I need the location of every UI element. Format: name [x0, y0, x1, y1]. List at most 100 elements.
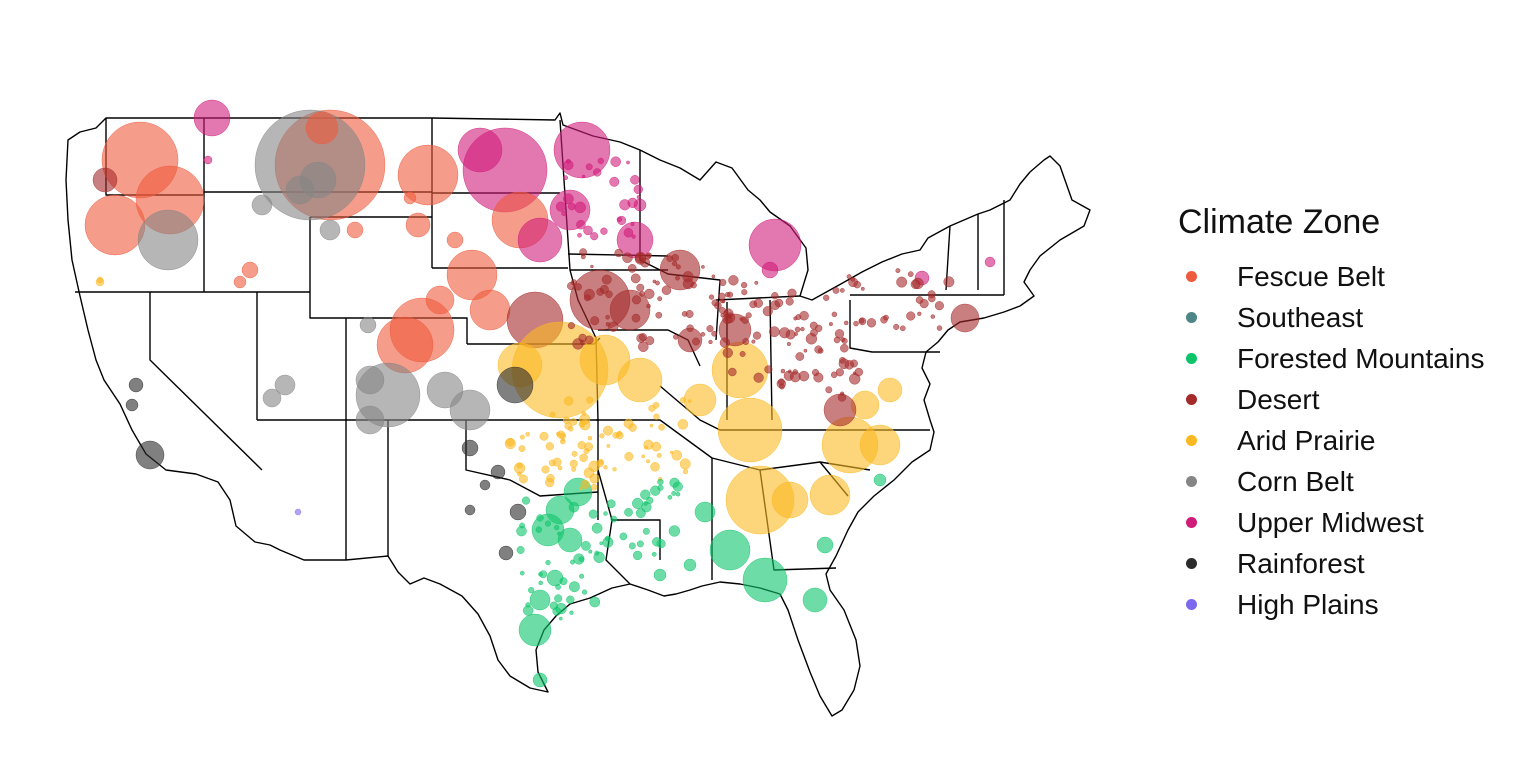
station-bubble: [849, 373, 861, 385]
station-bubble: [554, 594, 563, 603]
station-bubble: [469, 289, 511, 331]
station-bubble: [581, 589, 588, 595]
station-bubble: [873, 473, 887, 487]
station-bubble: [545, 442, 554, 451]
station-bubble: [528, 587, 535, 594]
station-bubble: [549, 411, 556, 418]
station-bubble: [95, 277, 105, 287]
station-bubble: [657, 478, 664, 486]
station-bubble: [866, 318, 877, 328]
legend-color-dot: [1186, 312, 1197, 323]
station-bubble: [639, 291, 645, 297]
station-bubble: [579, 334, 631, 386]
station-bubble: [656, 452, 662, 458]
station-bubble: [479, 479, 491, 491]
station-bubble: [650, 462, 660, 472]
station-bubble: [569, 418, 578, 426]
legend-item: Forested Mountains: [1178, 338, 1484, 379]
station-bubble: [633, 184, 643, 195]
station-bubble: [536, 514, 544, 522]
station-bubble: [895, 268, 901, 274]
station-bubble: [623, 418, 634, 429]
station-bubble: [588, 509, 598, 519]
station-bubble: [609, 176, 620, 187]
station-bubble: [545, 477, 555, 488]
legend-label: Forested Mountains: [1237, 343, 1485, 374]
station-bubble: [792, 369, 798, 375]
station-bubble: [606, 443, 611, 448]
station-bubble: [835, 368, 844, 377]
station-bubble: [590, 264, 594, 269]
station-bubble: [627, 264, 637, 273]
station-bubble: [612, 432, 619, 439]
station-bubble: [525, 431, 531, 437]
station-bubble: [794, 326, 801, 333]
station-bubble: [783, 370, 794, 381]
station-bubble: [742, 338, 750, 345]
station-bubble: [694, 501, 716, 523]
station-bubble: [642, 527, 650, 535]
station-bubble: [771, 481, 809, 519]
station-bubble: [683, 558, 697, 572]
station-bubble: [84, 194, 146, 256]
station-bubble: [671, 490, 677, 496]
station-bubble: [815, 324, 823, 332]
station-bubble: [590, 232, 599, 241]
station-bubble: [752, 331, 762, 340]
station-bubble: [843, 320, 849, 326]
station-bubble: [294, 508, 302, 516]
station-bubble: [667, 494, 673, 500]
legend-label: Rainforest: [1237, 548, 1365, 579]
station-bubble: [596, 459, 604, 468]
station-bubble: [579, 573, 585, 579]
station-bubble: [739, 317, 744, 321]
station-bubble: [556, 431, 561, 437]
legend-label: High Plains: [1237, 589, 1379, 620]
legend-item: Southeast: [1178, 297, 1484, 338]
station-bubble: [585, 163, 593, 171]
station-bubble: [617, 357, 663, 403]
station-bubble: [586, 396, 594, 404]
station-bubble: [644, 445, 649, 450]
station-bubble: [652, 279, 657, 284]
station-bubble: [785, 297, 794, 306]
legend-label: Arid Prairie: [1237, 425, 1376, 456]
station-bubble: [823, 294, 830, 301]
station-bubble: [600, 227, 608, 235]
station-bubble: [589, 473, 600, 484]
legend-item: Upper Midwest: [1178, 502, 1484, 543]
station-bubble: [708, 294, 715, 300]
station-bubble: [571, 450, 578, 457]
station-bubble: [657, 484, 664, 491]
legend-item: Desert: [1178, 379, 1484, 420]
station-bubble: [832, 287, 840, 294]
station-bubble: [583, 294, 591, 302]
station-bubble: [673, 334, 679, 340]
station-bubble: [584, 335, 594, 345]
station-bubble: [754, 280, 759, 285]
station-bubble: [535, 526, 543, 533]
station-bubble: [614, 248, 623, 258]
station-bubble: [579, 339, 586, 346]
station-bubble: [646, 496, 654, 504]
station-bubble: [251, 194, 273, 216]
station-bubble: [671, 260, 678, 267]
station-bubble: [555, 201, 566, 212]
station-bubble: [853, 320, 859, 327]
station-bubble: [591, 522, 603, 534]
station-bubble: [720, 313, 725, 318]
station-bubble: [728, 275, 739, 286]
station-bubble: [599, 541, 604, 546]
station-bubble: [719, 298, 725, 304]
station-bubble: [859, 424, 901, 466]
station-bubble: [711, 341, 769, 399]
station-bubble: [563, 175, 569, 181]
station-bubble: [724, 312, 736, 324]
station-bubble: [770, 300, 780, 310]
station-bubble: [461, 439, 479, 457]
station-bubble: [135, 440, 165, 470]
station-bubble: [641, 454, 646, 459]
station-bubble: [907, 271, 914, 277]
station-bubble: [616, 216, 623, 223]
